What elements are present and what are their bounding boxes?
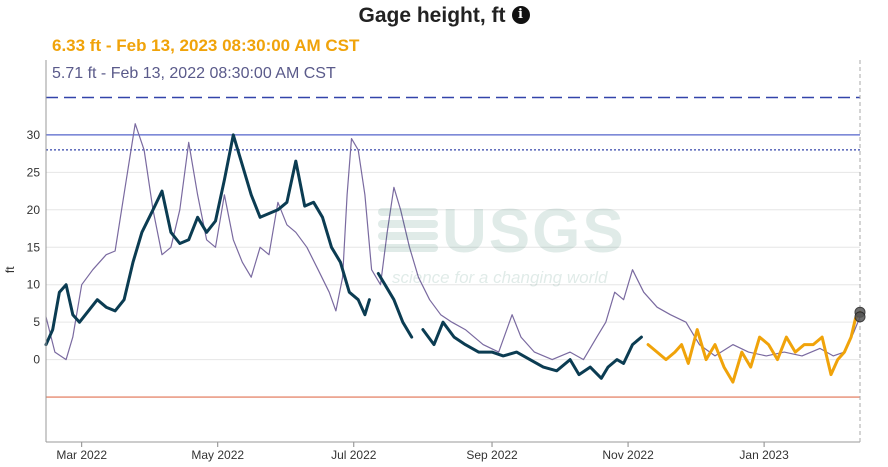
y-tick-label: 15 [27, 240, 41, 254]
end-value-marker [854, 311, 866, 323]
series-line-historical [421, 320, 643, 380]
end-markers [854, 306, 866, 323]
y-tick-label: 20 [27, 203, 41, 217]
series-lines [44, 123, 862, 384]
previous-value-label: 5.71 ft - Feb 13, 2022 08:30:00 AM CST [52, 65, 340, 83]
current-value-label: 6.33 ft - Feb 13, 2023 08:30:00 AM CST [52, 36, 360, 55]
y-tick-label: 25 [27, 165, 41, 179]
series-line-historical [44, 133, 371, 347]
chart-title: Gage height, ft i [0, 4, 888, 28]
x-tick-label: May 2022 [191, 448, 244, 462]
y-tick-label: 5 [33, 315, 40, 329]
y-tick-label: 30 [27, 128, 41, 142]
reference-lines [46, 96, 860, 398]
y-tick-label: 0 [33, 353, 40, 367]
series-line-current [646, 310, 862, 384]
chart-title-text: Gage height, ft [358, 4, 506, 27]
x-tick-label: Nov 2022 [602, 448, 654, 462]
y-axis-label: ft [3, 266, 17, 273]
axes: 0 5 10 15 20 25 30 ft Mar 2022 May 2022 Jul 2022 Se… [3, 60, 861, 462]
grid-lines [46, 134, 860, 361]
x-tick-label: Jan 2023 [739, 448, 789, 462]
info-icon[interactable]: i [511, 6, 530, 24]
x-tick-label: Mar 2022 [56, 448, 107, 462]
series-line-historical [376, 272, 414, 339]
series-line-previous-year [45, 123, 861, 361]
y-tick-label: 10 [27, 278, 41, 292]
x-tick-label: Sep 2022 [466, 448, 518, 462]
x-tick-label: Jul 2022 [331, 448, 377, 462]
